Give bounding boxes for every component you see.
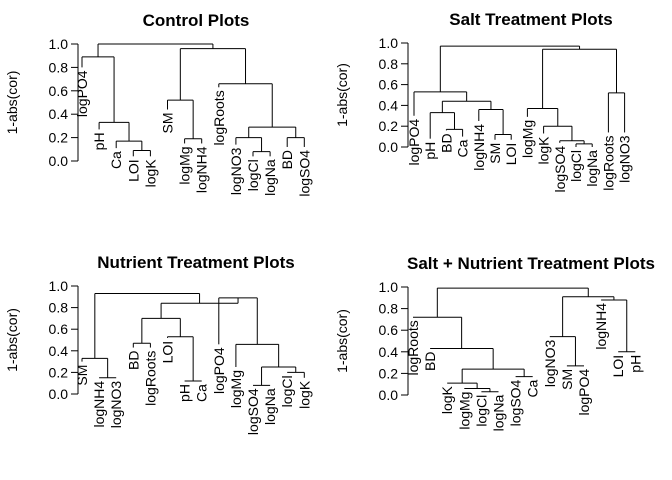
y-tick-label: 0.6: [49, 321, 69, 337]
leaf-label: logMg: [228, 370, 244, 408]
leaf-label: logPO4: [406, 119, 422, 166]
leaf-label: logNa: [491, 395, 507, 432]
y-axis-label: 1-abs(cor): [4, 308, 20, 372]
leaf-label: logMg: [177, 146, 193, 184]
leaf-label: logNO3: [542, 339, 558, 387]
panel-title: Salt Treatment Plots: [449, 10, 612, 29]
leaf-label: logRoots: [211, 90, 227, 145]
leaf-label: logNO3: [228, 147, 244, 195]
leaf-label: pH: [177, 384, 193, 402]
leaf-label: logSO4: [245, 388, 261, 435]
y-tick-label: 0.8: [49, 59, 69, 75]
y-tick-label: 0.2: [379, 365, 399, 381]
leaf-label: logK: [142, 159, 158, 188]
leaf-label: logNH4: [593, 303, 609, 350]
leaf-label: logCl: [279, 375, 295, 407]
leaf-label: logNH4: [471, 124, 487, 171]
leaf-label: logNH4: [194, 146, 210, 193]
y-tick-label: 0.0: [49, 386, 69, 402]
y-tick-label: 1.0: [379, 35, 399, 51]
leaf-label: logSO4: [296, 150, 312, 197]
leaf-label: LOI: [503, 143, 519, 166]
leaf-label: logNO3: [108, 381, 124, 429]
y-axis-label: 1-abs(cor): [4, 71, 20, 135]
y-tick-label: 0.6: [49, 83, 69, 99]
leaf-label: LOI: [125, 159, 141, 182]
leaf-label: logPO4: [576, 369, 592, 416]
leaf-label: logK: [439, 385, 455, 414]
leaf-label: logSO4: [508, 379, 524, 426]
leaf-label: Ca: [194, 384, 210, 402]
y-tick-label: 0.8: [379, 301, 399, 317]
panel-3: Nutrient Treatment Plots 0.0 0.2 0.4 0.6 0.8 1…: [4, 253, 312, 435]
leaf-label: logK: [296, 380, 312, 409]
leaf-label: logNa: [262, 159, 278, 196]
leaf-label: BD: [279, 150, 295, 169]
panel-title: Control Plots: [143, 11, 250, 30]
leaf-label: LOI: [160, 341, 176, 364]
leaf-label: logNO3: [617, 135, 633, 183]
y-tick-label: 0.0: [379, 139, 399, 155]
y-tick-label: 1.0: [49, 278, 69, 294]
leaf-label: Ca: [525, 379, 541, 397]
leaf-label: logMg: [456, 392, 472, 430]
leaf-label: logSO4: [552, 146, 568, 193]
leaf-label: logCl: [473, 395, 489, 427]
leaf-label: logMg: [519, 120, 535, 158]
panel-title: Salt + Nutrient Treatment Plots: [407, 254, 655, 273]
leaf-label: logRoots: [142, 351, 158, 406]
leaf-label: SM: [559, 369, 575, 390]
y-tick-label: 0.4: [379, 344, 399, 360]
y-tick-label: 0.0: [49, 153, 69, 169]
leaf-label: logPO4: [74, 70, 90, 117]
leaf-label: SM: [487, 143, 503, 164]
leaf-label: BD: [438, 133, 454, 152]
y-tick-label: 1.0: [379, 279, 399, 295]
panel-2: Salt Treatment Plots 0.0 0.2 0.4 0.6 0.8 1.0 1-…: [334, 10, 633, 193]
y-tick-label: 0.0: [379, 387, 399, 403]
leaf-label: logK: [536, 136, 552, 165]
y-tick-label: 0.4: [379, 97, 399, 113]
leaf-label: logNa: [584, 150, 600, 187]
y-tick-label: 0.2: [379, 118, 399, 134]
leaf-label: logNa: [262, 388, 278, 425]
y-tick-label: 0.4: [49, 343, 69, 359]
leaf-label: LOI: [610, 355, 626, 378]
leaf-label: Ca: [455, 139, 471, 157]
leaf-label: Ca: [108, 151, 124, 169]
y-tick-label: 0.6: [379, 77, 399, 93]
leaf-label: logCl: [245, 159, 261, 191]
y-axis-label: 1-abs(cor): [334, 309, 350, 373]
y-tick-label: 0.4: [49, 106, 69, 122]
leaf-label: logRoots: [405, 320, 421, 375]
leaf-label: logCl: [568, 150, 584, 182]
leaf-label: logPO4: [211, 347, 227, 394]
panel-title: Nutrient Treatment Plots: [97, 253, 294, 272]
leaf-label: SM: [160, 113, 176, 134]
y-tick-label: 0.2: [49, 130, 69, 146]
leaf-label: pH: [422, 142, 438, 160]
leaf-label: pH: [627, 355, 643, 373]
leaf-label: pH: [91, 132, 107, 150]
leaf-label: logNH4: [91, 381, 107, 428]
leaf-label: BD: [422, 352, 438, 371]
panel-4: Salt + Nutrient Treatment Plots 0.0 0.2 0.4…: [334, 254, 655, 431]
y-tick-label: 0.6: [379, 322, 399, 338]
y-tick-label: 1.0: [49, 36, 69, 52]
y-tick-label: 0.2: [49, 364, 69, 380]
y-axis-label: 1-abs(cor): [334, 63, 350, 127]
panel-1: Control Plots 0.0 0.2 0.4 0.6 0.8 1.0 1-abs(cor…: [4, 11, 312, 197]
y-tick-label: 0.8: [379, 56, 399, 72]
leaf-label: BD: [125, 351, 141, 370]
leaf-label: SM: [74, 365, 90, 386]
leaf-label: logRoots: [600, 135, 616, 190]
y-tick-label: 0.8: [49, 300, 69, 316]
